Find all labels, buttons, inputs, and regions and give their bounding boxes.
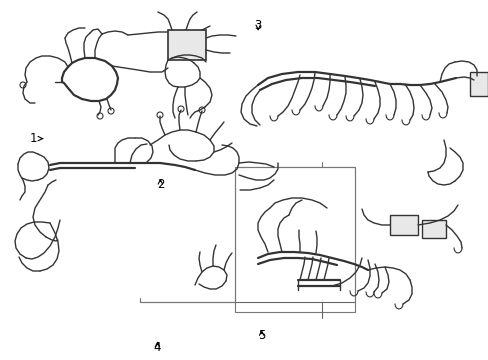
Text: 4: 4 bbox=[153, 341, 161, 354]
Bar bbox=[469, 72, 487, 96]
Circle shape bbox=[108, 108, 114, 114]
Circle shape bbox=[157, 112, 163, 118]
Text: 3: 3 bbox=[254, 19, 262, 32]
Bar bbox=[235, 167, 354, 302]
Text: 5: 5 bbox=[257, 329, 265, 342]
Circle shape bbox=[178, 106, 183, 112]
Bar bbox=[235, 167, 354, 312]
Bar bbox=[168, 30, 205, 60]
Text: 1: 1 bbox=[29, 132, 43, 145]
Circle shape bbox=[20, 82, 26, 88]
Bar bbox=[421, 220, 445, 238]
Bar bbox=[389, 215, 417, 235]
Circle shape bbox=[199, 107, 204, 113]
Circle shape bbox=[97, 113, 103, 119]
Text: 2: 2 bbox=[156, 178, 164, 191]
